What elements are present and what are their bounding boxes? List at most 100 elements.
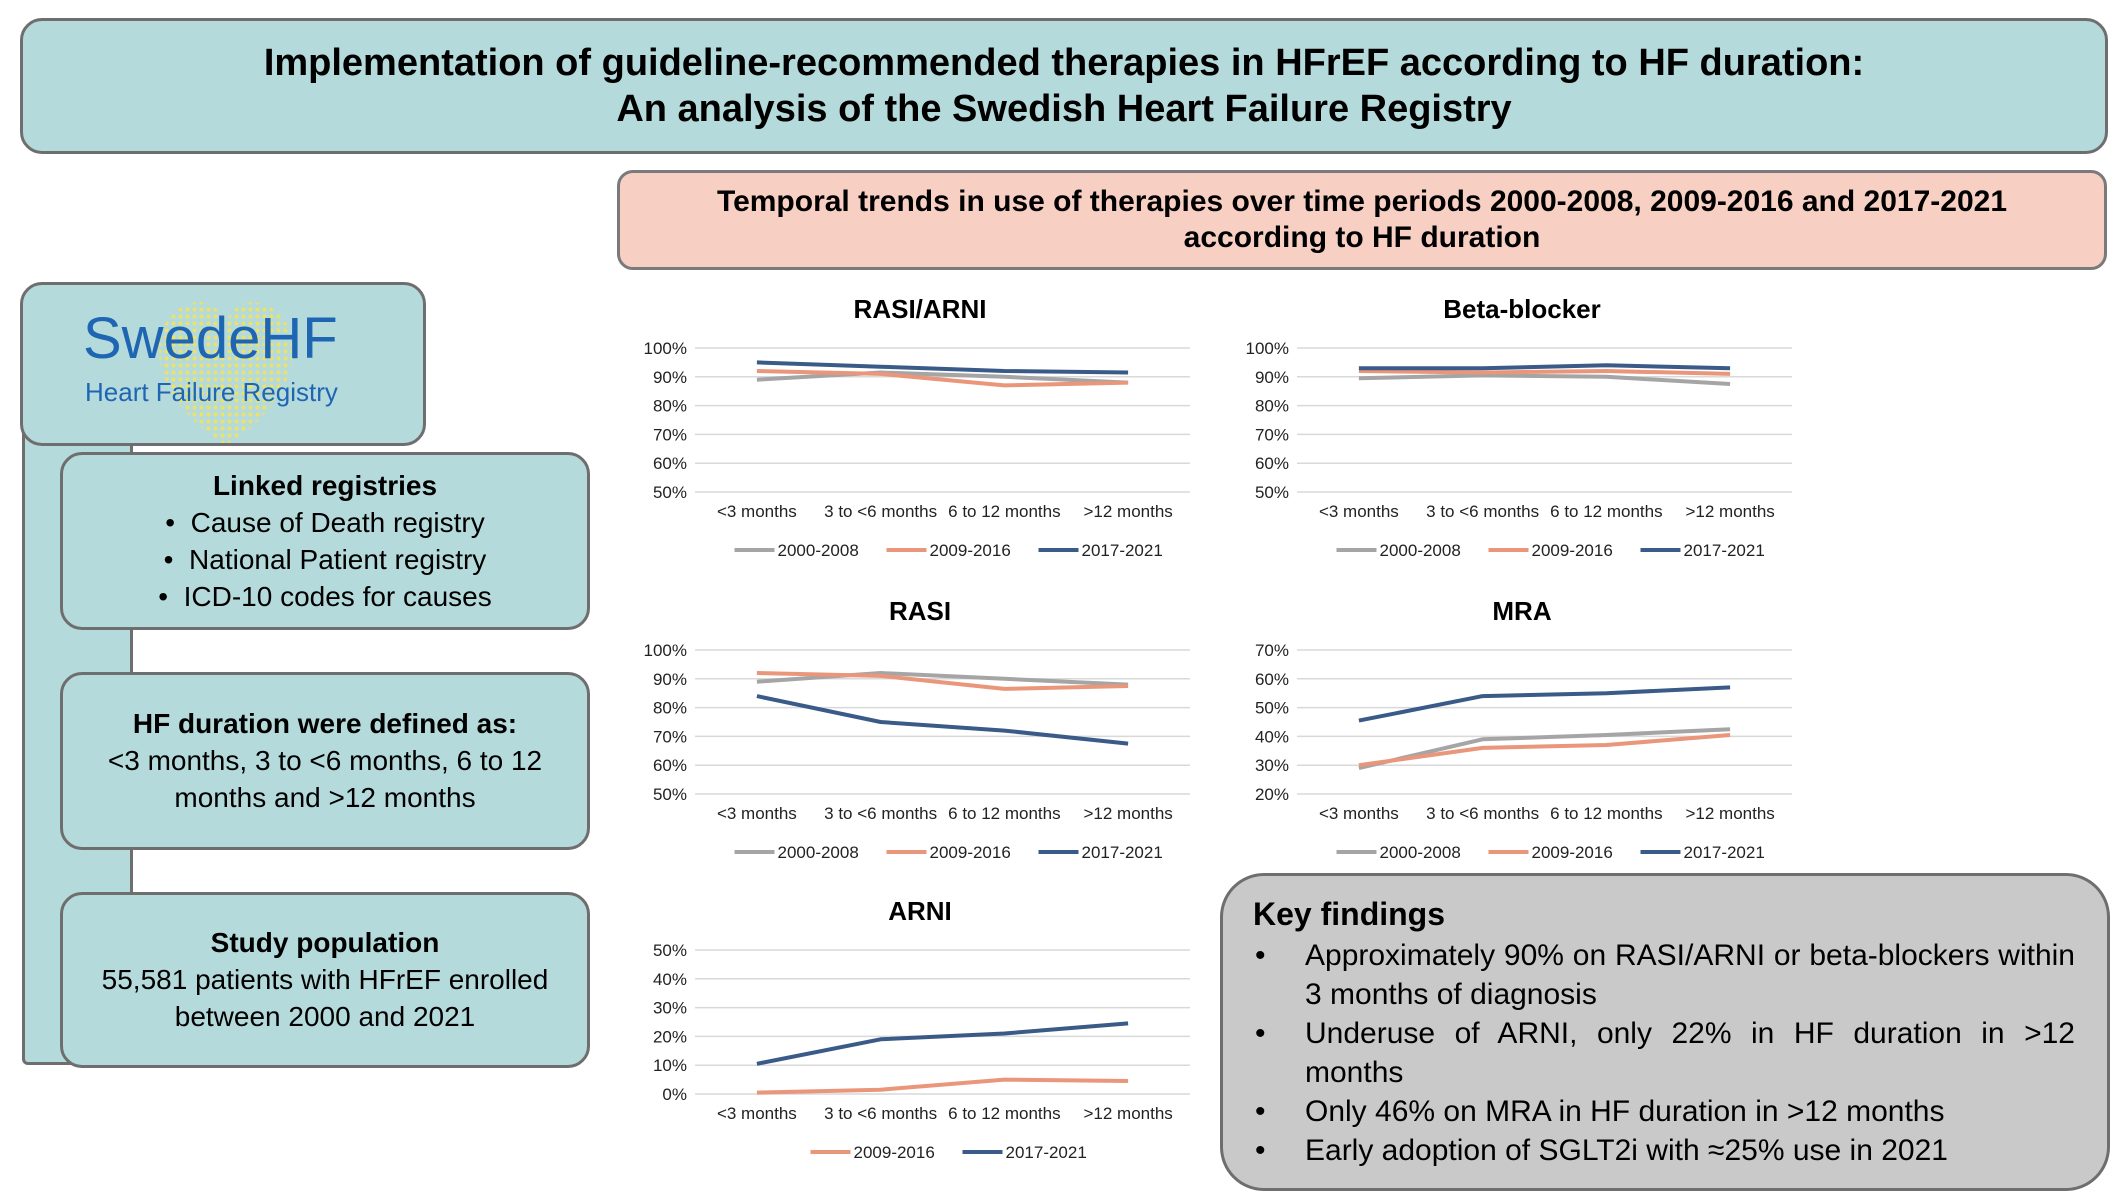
study-population-box: Study population 55,581 patients with HF… (60, 892, 590, 1068)
series-line-2000-2008 (1358, 727, 1731, 771)
y-tick-label: 50% (1255, 699, 1289, 718)
y-tick-label: 90% (653, 368, 687, 387)
legend-label: 2017-2021 (1082, 541, 1163, 560)
key-findings-title: Key findings (1253, 896, 1446, 932)
y-tick-label: 100% (644, 339, 687, 358)
series-line-2009-2016 (756, 1077, 1129, 1095)
x-tick-label: <3 months (1319, 502, 1399, 521)
legend-label: 2009-2016 (854, 1143, 935, 1162)
hf-duration-line2: months and >12 months (174, 782, 476, 813)
x-tick-label: <3 months (717, 804, 797, 823)
series-line-2000-2008 (756, 370, 1129, 385)
y-tick-label: 0% (662, 1085, 687, 1104)
series-line-2009-2016 (1358, 733, 1731, 768)
y-tick-label: 100% (644, 641, 687, 660)
series-line-2000-2008 (1358, 373, 1731, 386)
series-line-2009-2016 (1358, 369, 1731, 376)
y-tick-label: 40% (1255, 727, 1289, 746)
linked-registries-box: Linked registries • Cause of Death regis… (60, 452, 590, 630)
hf-duration-line1: <3 months, 3 to <6 months, 6 to 12 (107, 745, 543, 776)
chart-rasi: RASI 50% 60% 70% 80% 90% 100% <3 months 3 to <6 … (620, 584, 1200, 879)
x-tick-label: >12 months (1685, 804, 1774, 823)
series-line-2017-2021 (756, 694, 1129, 746)
x-tick-label: 3 to <6 months (1426, 804, 1539, 823)
chart-svg: RASI 50% 60% 70% 80% 90% 100% <3 months 3 to <6 … (644, 596, 1190, 862)
x-tick-label: 3 to <6 months (824, 502, 937, 521)
y-tick-label: 40% (653, 970, 687, 989)
y-tick-label: 70% (653, 425, 687, 444)
chart-title: Beta-blocker (1443, 294, 1601, 324)
linked-registries-title: Linked registries (212, 469, 438, 501)
series-line-2017-2021 (1358, 685, 1731, 723)
study-population-line1: 55,581 patients with HFrEF enrolled (101, 964, 549, 995)
finding-item: Underuse of ARNI, only 22% in HF duratio… (1253, 1014, 2075, 1092)
swedehf-logo: SwedeHF Heart Failure Registry (20, 282, 426, 446)
x-tick-label: <3 months (717, 502, 797, 521)
chart-title: RASI/ARNI (854, 294, 987, 324)
y-tick-label: 10% (653, 1056, 687, 1075)
legend-label: 2017-2021 (1684, 541, 1765, 560)
legend-label: 2000-2008 (778, 541, 859, 560)
y-tick-label: 30% (1255, 756, 1289, 775)
x-tick-label: 3 to <6 months (1426, 502, 1539, 521)
legend-label: 2009-2016 (930, 843, 1011, 862)
x-tick-label: 3 to <6 months (824, 1104, 937, 1123)
y-tick-label: 30% (653, 999, 687, 1018)
page-title-line2: An analysis of the Swedish Heart Failure… (616, 88, 1512, 130)
x-tick-label: >12 months (1685, 502, 1774, 521)
x-tick-label: 3 to <6 months (824, 804, 937, 823)
legend-label: 2009-2016 (930, 541, 1011, 560)
legend-label: 2017-2021 (1082, 843, 1163, 862)
y-tick-label: 50% (1255, 483, 1289, 502)
y-tick-label: 50% (653, 785, 687, 804)
trends-banner: Temporal trends in use of therapies over… (617, 170, 2107, 270)
x-tick-label: >12 months (1083, 804, 1172, 823)
series-line-2017-2021 (756, 360, 1129, 375)
y-tick-label: 60% (1255, 454, 1289, 473)
legend-label: 2017-2021 (1006, 1143, 1087, 1162)
key-findings-list: Approximately 90% on RASI/ARNI or beta-b… (1253, 936, 2075, 1170)
series-line-2009-2016 (756, 671, 1129, 691)
y-tick-label: 60% (653, 756, 687, 775)
heart-dots-icon (158, 302, 294, 443)
x-tick-label: <3 months (1319, 804, 1399, 823)
chart-mra: MRA 20% 30% 40% 50% 60% 70% <3 months 3 to <6 mo… (1222, 584, 1802, 879)
x-tick-label: >12 months (1083, 502, 1172, 521)
legend-label: 2000-2008 (1380, 541, 1461, 560)
y-tick-label: 60% (1255, 670, 1289, 689)
y-tick-label: 80% (1255, 397, 1289, 416)
title-banner: Implementation of guideline-recommended … (20, 18, 2108, 154)
hf-duration-box: HF duration were defined as: <3 months, … (60, 672, 590, 850)
chart-rasi-arni: RASI/ARNI 50% 60% 70% 80% 90% 100% <3 months 3 t… (620, 282, 1200, 577)
series-line-2017-2021 (756, 1021, 1129, 1066)
page-title-line1: Implementation of guideline-recommended … (263, 42, 1865, 84)
trends-title-line2: according to HF duration (1183, 221, 1541, 254)
y-tick-label: 70% (653, 727, 687, 746)
x-tick-label: 6 to 12 months (948, 804, 1060, 823)
legend-label: 2009-2016 (1532, 541, 1613, 560)
y-tick-label: 20% (653, 1027, 687, 1046)
x-tick-label: 6 to 12 months (1550, 502, 1662, 521)
chart-title: MRA (1492, 596, 1551, 626)
y-tick-label: 70% (1255, 425, 1289, 444)
chart-svg: MRA 20% 30% 40% 50% 60% 70% <3 months 3 to <6 mo… (1255, 596, 1792, 862)
y-tick-label: 50% (653, 483, 687, 502)
study-population-line2: between 2000 and 2021 (174, 1001, 476, 1032)
key-findings-box: Key findings Approximately 90% on RASI/A… (1220, 873, 2110, 1191)
logo-wordmark: SwedeHF (83, 306, 338, 371)
legend-label: 2000-2008 (778, 843, 859, 862)
linked-item: • ICD-10 codes for causes (158, 580, 492, 612)
x-tick-label: <3 months (717, 1104, 797, 1123)
logo-subtitle: Heart Failure Registry (85, 377, 338, 407)
finding-item: Early adoption of SGLT2i with ≈25% use i… (1253, 1131, 2075, 1170)
x-tick-label: 6 to 12 months (948, 502, 1060, 521)
legend-label: 2009-2016 (1532, 843, 1613, 862)
chart-svg: Beta-blocker 50% 60% 70% 80% 90% 100% <3 months… (1246, 294, 1792, 560)
y-tick-label: 20% (1255, 785, 1289, 804)
finding-item: Approximately 90% on RASI/ARNI or beta-b… (1253, 936, 2075, 1014)
y-tick-label: 80% (653, 699, 687, 718)
chart-title: ARNI (888, 896, 952, 926)
y-tick-label: 90% (653, 670, 687, 689)
chart-beta-blocker: Beta-blocker 50% 60% 70% 80% 90% 100% <3 months… (1222, 282, 1802, 577)
study-population-title: Study population (210, 927, 440, 958)
